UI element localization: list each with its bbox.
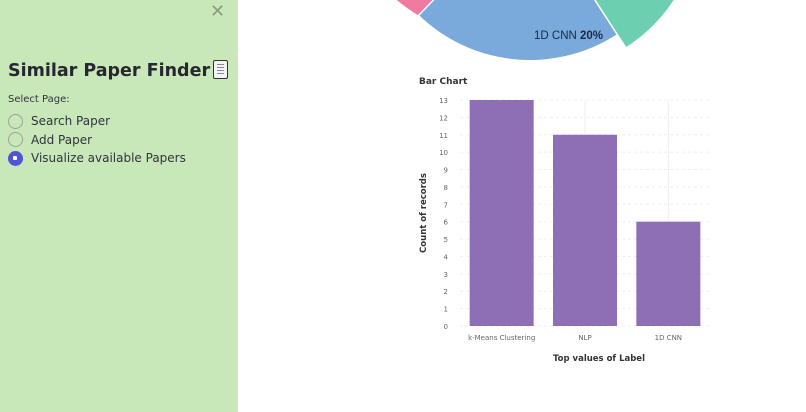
app-title: Similar Paper Finder	[8, 60, 229, 81]
svg-text:Top values of Label: Top values of Label	[553, 354, 645, 364]
svg-text:10: 10	[439, 149, 448, 157]
svg-text:6: 6	[444, 219, 449, 227]
page-radio-group: Search Paper Add Paper Visualize availab…	[8, 112, 186, 168]
app-title-text: Similar Paper Finder	[8, 61, 211, 81]
svg-text:3: 3	[444, 271, 448, 279]
radio-label: Visualize available Papers	[31, 151, 186, 166]
bar[interactable]	[553, 134, 617, 326]
svg-text:1: 1	[444, 306, 448, 314]
bar[interactable]	[469, 100, 534, 326]
radio-button-icon[interactable]	[8, 132, 23, 148]
svg-text:2: 2	[444, 288, 448, 296]
svg-text:5: 5	[444, 236, 448, 244]
svg-text:Count of records: Count of records	[419, 173, 429, 253]
radio-visualize-papers[interactable]: Visualize available Papers	[8, 149, 186, 168]
svg-text:NLP: NLP	[578, 334, 591, 342]
chart-title: Bar Chart	[419, 77, 468, 87]
radio-button-checked-icon[interactable]	[8, 150, 23, 166]
close-icon[interactable]: ✕	[210, 1, 226, 22]
radio-label: Add Paper	[31, 132, 93, 147]
svg-text:9: 9	[444, 167, 448, 175]
svg-text:0: 0	[444, 323, 448, 331]
pie-chart	[394, 0, 676, 60]
svg-text:k-Means Clustering: k-Means Clustering	[468, 334, 535, 342]
radio-button-icon[interactable]	[8, 113, 23, 129]
svg-text:1D CNN: 1D CNN	[655, 334, 682, 342]
main-content: 1D CNN 20% Bar Chart 0 1 2 3 4 5 6 7 8 9 10 11 12 13 k…	[238, 0, 806, 412]
svg-text:11: 11	[439, 132, 448, 140]
svg-text:13: 13	[439, 97, 448, 105]
svg-text:7: 7	[444, 201, 448, 209]
bar[interactable]	[636, 221, 701, 326]
pie-slice-label: 1D CNN 20%	[534, 30, 604, 42]
sidebar: ✕ Similar Paper Finder Select Page: Sear…	[0, 0, 238, 412]
radio-add-paper[interactable]: Add Paper	[8, 131, 186, 150]
radio-search-paper[interactable]: Search Paper	[8, 112, 186, 131]
svg-text:12: 12	[439, 114, 448, 122]
radio-label: Search Paper	[31, 114, 111, 129]
document-icon	[213, 60, 229, 79]
svg-text:8: 8	[444, 184, 448, 192]
svg-text:4: 4	[444, 253, 449, 261]
select-page-label: Select Page:	[8, 94, 70, 105]
